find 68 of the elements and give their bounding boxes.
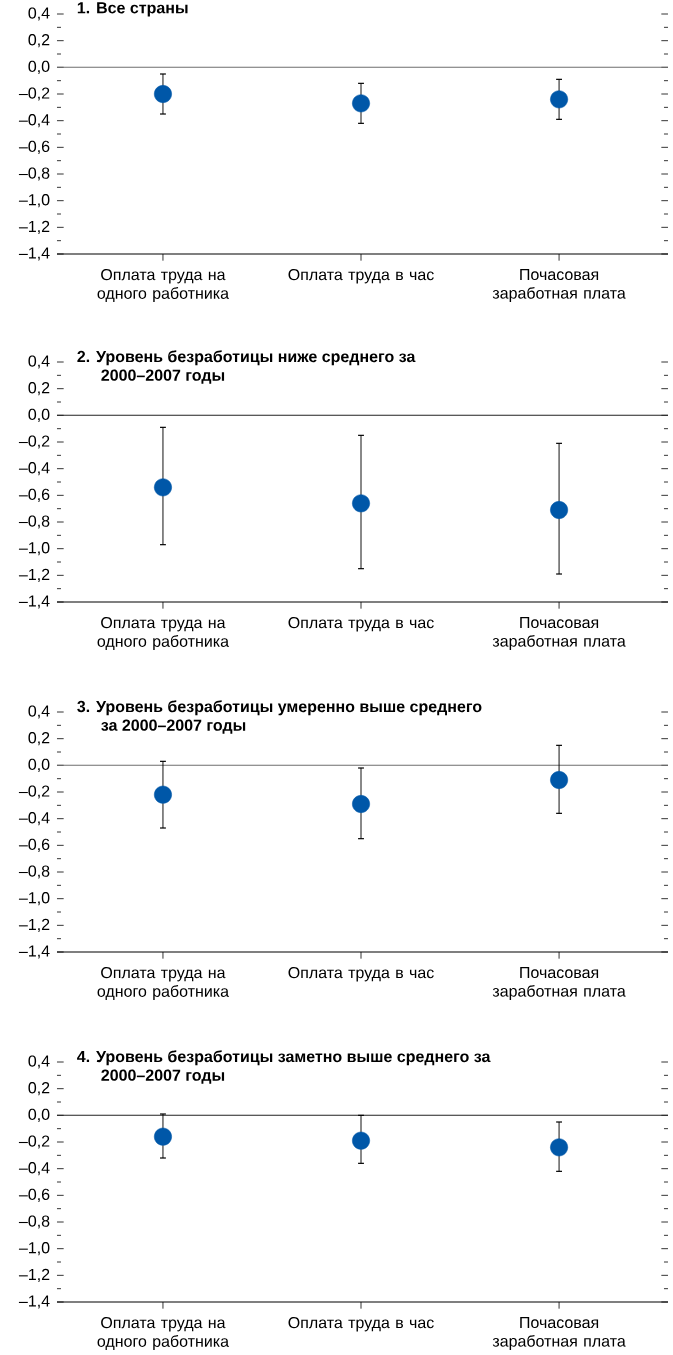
x-tick-label: Оплата труда в час	[288, 616, 434, 632]
y-tick-label: –1,4	[18, 247, 50, 261]
y-tick-label: 0,0	[28, 60, 50, 74]
y-tick-label: –0,2	[18, 1135, 50, 1149]
y-tick-label: –1,2	[18, 918, 50, 932]
y-tick-label: –0,6	[18, 140, 50, 154]
y-tick-label: –1,2	[18, 568, 50, 582]
x-tick-label: Почасовая заработная плата	[492, 1316, 626, 1350]
chart-title: 4. Уровень безработицы заметно выше среднего за 2000–2007 годы	[77, 1050, 491, 1084]
y-tick-label: 0,0	[28, 1108, 50, 1122]
x-tick-label: Почасовая заработная плата	[492, 966, 626, 1000]
x-tick-label: Оплата труда на одного работника	[97, 1316, 230, 1351]
y-tick-label: –0,8	[18, 167, 50, 181]
x-tick-label: Почасовая заработная плата	[492, 616, 626, 650]
y-tick-label: –0,6	[18, 838, 50, 852]
x-tick-label: Почасовая заработная плата	[492, 268, 626, 302]
y-tick-label: –0,2	[18, 785, 50, 799]
y-tick-label: –0,6	[18, 1188, 50, 1202]
y-tick-label: –0,4	[18, 1162, 50, 1176]
y-tick-label: 0,4	[28, 355, 50, 369]
x-tick-label: Оплата труда в час	[288, 1316, 434, 1332]
point	[550, 771, 568, 789]
y-tick-label: –0,8	[18, 1215, 50, 1229]
point	[550, 90, 568, 109]
point	[352, 1131, 370, 1150]
x-tick-label: Оплата труда на одного работника	[97, 966, 230, 1001]
y-tick-label: 0,4	[28, 1055, 50, 1069]
y-tick-label: 0,0	[28, 758, 50, 772]
y-tick-label: 0,2	[28, 1082, 50, 1096]
y-tick-label: –1,4	[18, 1295, 50, 1309]
point	[550, 1138, 568, 1157]
y-tick-label: 0,0	[28, 408, 50, 422]
y-tick-label: –0,4	[18, 812, 50, 826]
x-tick-label: Оплата труда на одного работника	[97, 268, 230, 303]
chart-title: 1. Все страны	[77, 2, 188, 17]
point	[154, 478, 172, 497]
chart-title: 2. Уровень безработицы ниже среднего за 2000–2007 годы	[77, 350, 416, 384]
y-tick-label: –0,2	[18, 87, 50, 101]
y-tick-label: –1,0	[18, 542, 50, 556]
y-tick-label: –0,8	[18, 865, 50, 879]
y-tick-label: 0,2	[28, 732, 50, 746]
y-tick-label: –0,8	[18, 515, 50, 529]
y-tick-label: –1,2	[18, 220, 50, 234]
y-tick-label: 0,4	[28, 7, 50, 21]
y-tick-label: –0,4	[18, 114, 50, 128]
point	[154, 1127, 172, 1146]
y-tick-label: –1,0	[18, 892, 50, 906]
x-tick-label: Оплата труда в час	[288, 966, 434, 982]
y-tick-label: –1,0	[18, 194, 50, 208]
y-tick-label: –0,6	[18, 488, 50, 502]
y-tick-label: –1,2	[18, 1268, 50, 1282]
point	[154, 85, 172, 103]
point	[352, 795, 370, 813]
y-tick-label: 0,2	[28, 34, 50, 48]
point	[154, 785, 172, 804]
x-tick-label: Оплата труда на одного работника	[97, 616, 230, 651]
y-tick-label: –0,2	[18, 435, 50, 449]
point	[550, 501, 568, 519]
chart-title: 3. Уровень безработицы умеренно выше среднего за 2000–2007 годы	[77, 700, 482, 734]
x-tick-label: Оплата труда в час	[288, 268, 434, 284]
y-tick-label: –1,4	[18, 595, 50, 609]
y-tick-label: –1,0	[18, 1242, 50, 1256]
point	[352, 494, 370, 513]
y-tick-label: 0,2	[28, 382, 50, 396]
y-tick-label: 0,4	[28, 705, 50, 719]
y-tick-label: –0,4	[18, 462, 50, 476]
y-tick-label: –1,4	[18, 945, 50, 959]
point	[352, 94, 370, 113]
